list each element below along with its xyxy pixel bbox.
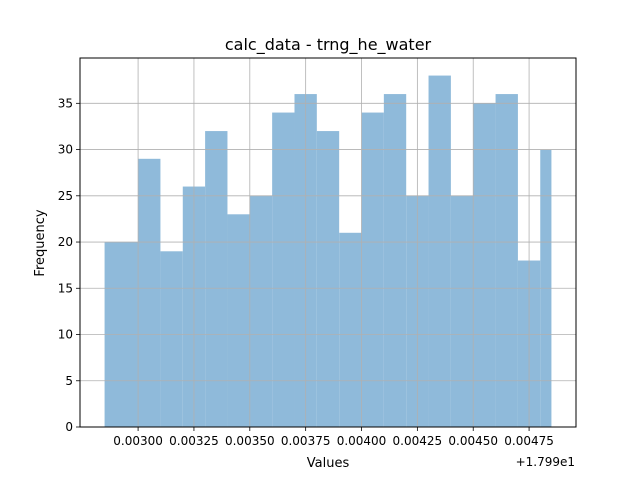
x-axis-label: Values — [307, 456, 350, 471]
x-tick-label: 0.00400 — [337, 434, 387, 448]
y-tick-label: 30 — [58, 143, 73, 157]
histogram-bar — [205, 131, 228, 427]
y-tick-label: 0 — [65, 420, 73, 434]
histogram-bar — [339, 232, 362, 427]
x-tick-label: 0.00475 — [504, 434, 554, 448]
y-tick-label: 5 — [65, 374, 73, 388]
histogram-bar — [361, 112, 384, 428]
y-axis-label: Frequency — [33, 209, 48, 276]
histogram-bar — [473, 103, 496, 427]
x-tick-label: 0.00300 — [113, 434, 163, 448]
histogram-bar — [160, 251, 183, 427]
histogram-bar — [495, 94, 518, 427]
histogram-bar — [428, 75, 451, 428]
histogram-bar — [450, 195, 474, 427]
x-tick-label: 0.00425 — [393, 434, 443, 448]
y-tick-label: 15 — [58, 281, 73, 295]
y-tick-label: 25 — [58, 189, 73, 203]
x-axis-offset-label: +1.799e1 — [516, 455, 575, 469]
plot-frame — [79, 57, 577, 428]
histogram-bar — [249, 195, 273, 427]
histogram-bar — [383, 94, 407, 427]
x-tick-label: 0.00325 — [169, 434, 219, 448]
histogram-bars — [104, 75, 552, 428]
x-tick-label: 0.00450 — [448, 434, 498, 448]
histogram-bar — [316, 131, 340, 427]
axis-ticks: 0.00300 0.00325 0.00350 0.00375 0.00400 0.004… — [58, 96, 554, 448]
chart-title: calc_data - trng_he_water — [225, 35, 432, 55]
x-tick-label: 0.00350 — [225, 434, 275, 448]
y-tick-label: 35 — [58, 96, 73, 110]
histogram-bar — [227, 214, 250, 427]
y-tick-label: 20 — [58, 235, 73, 249]
x-tick-label: 0.00375 — [281, 434, 331, 448]
histogram-bar — [272, 112, 295, 428]
histogram-bar — [138, 158, 161, 427]
y-tick-label: 10 — [58, 328, 73, 342]
